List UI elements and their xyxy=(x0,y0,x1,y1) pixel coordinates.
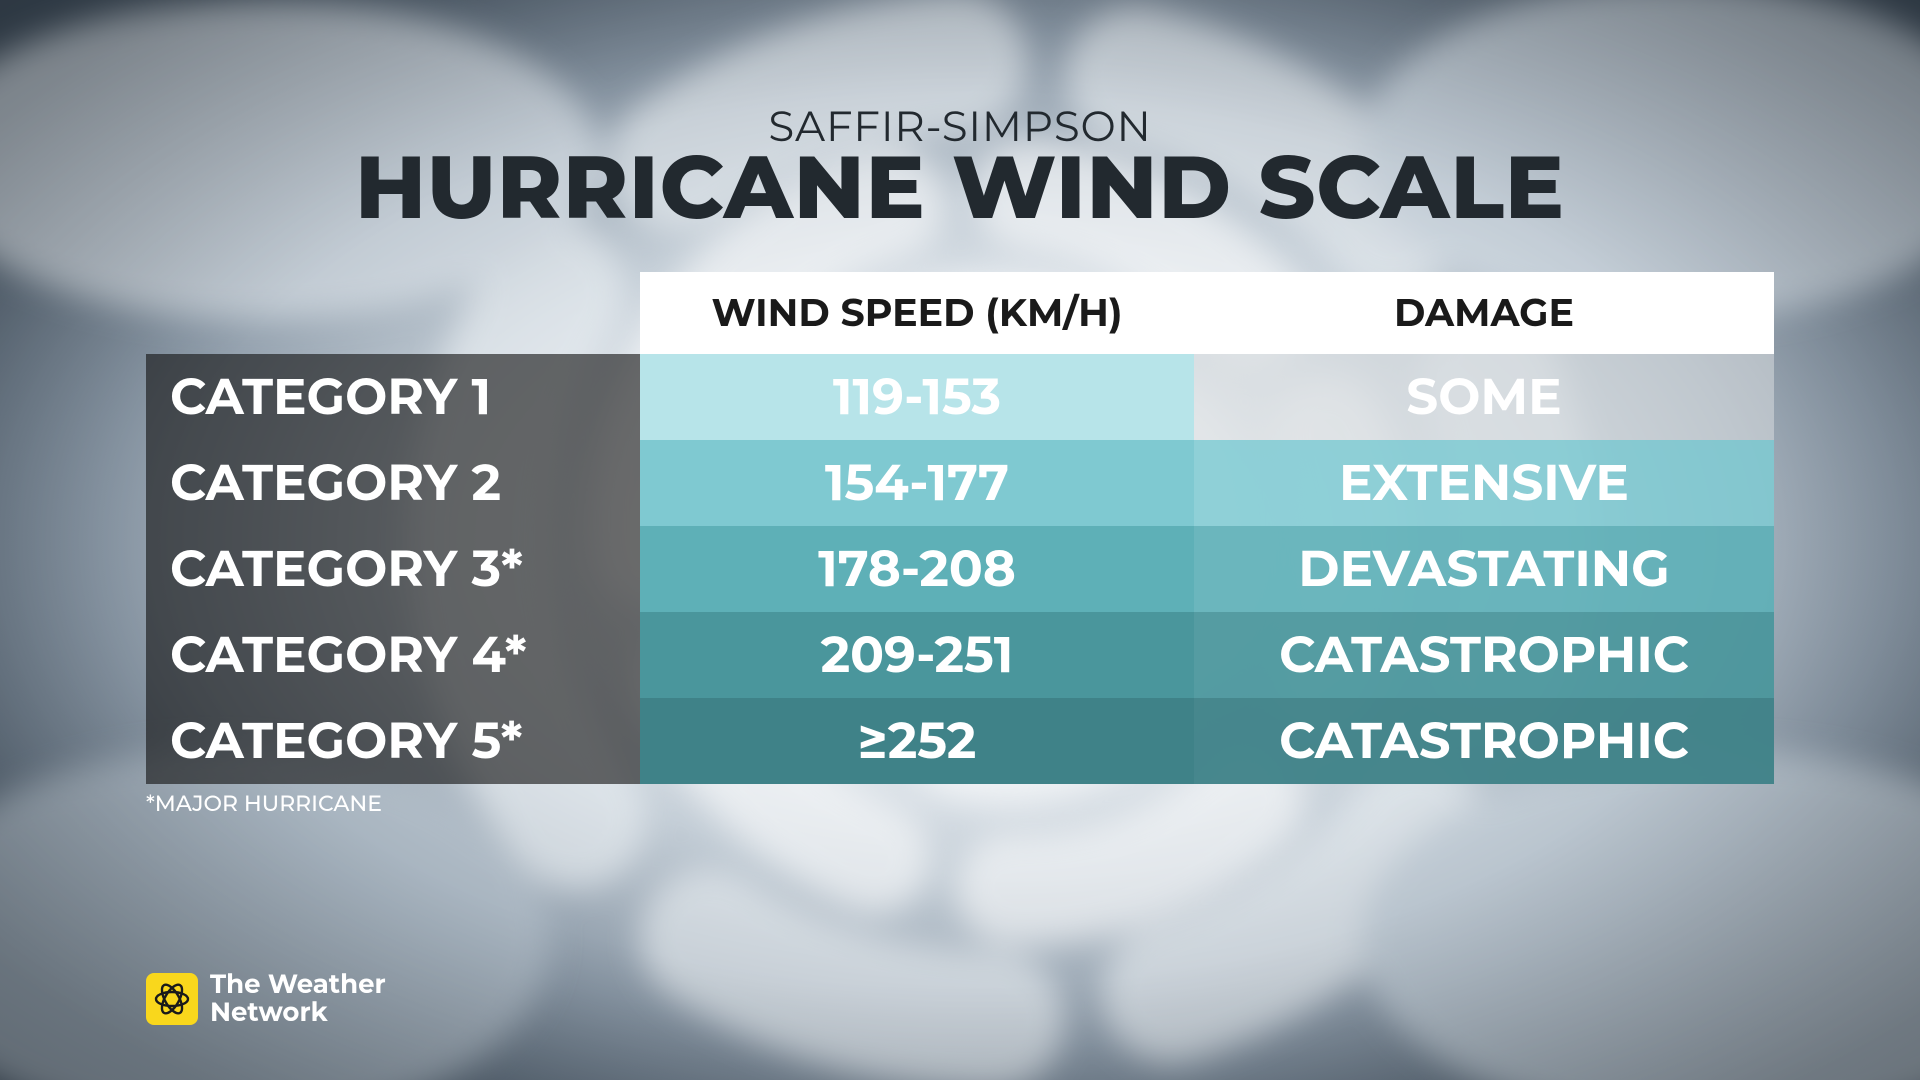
footnote: *MAJOR HURRICANE xyxy=(146,790,382,817)
table-row: CATEGORY 2154-177EXTENSIVE xyxy=(146,440,1774,526)
table-header-damage: DAMAGE xyxy=(1194,272,1774,354)
damage-value: DEVASTATING xyxy=(1194,526,1774,612)
logo-text-line1: The Weather xyxy=(210,971,386,998)
wind-speed-value: 178-208 xyxy=(640,526,1194,612)
spiral-icon xyxy=(152,979,192,1019)
logo-text-line2: Network xyxy=(210,999,386,1026)
infographic-content: SAFFIR-SIMPSON HURRICANE WIND SCALE WIND… xyxy=(0,0,1920,1080)
table-row: CATEGORY 5*≥252CATASTROPHIC xyxy=(146,698,1774,784)
category-label: CATEGORY 1 xyxy=(146,354,640,440)
category-label: CATEGORY 4* xyxy=(146,612,640,698)
category-label: CATEGORY 2 xyxy=(146,440,640,526)
table-row: CATEGORY 3*178-208DEVASTATING xyxy=(146,526,1774,612)
wind-speed-value: 119-153 xyxy=(640,354,1194,440)
wind-speed-value: 154-177 xyxy=(640,440,1194,526)
logo-text: The Weather Network xyxy=(210,971,386,1026)
table-row: CATEGORY 1119-153SOME xyxy=(146,354,1774,440)
wind-speed-value: ≥252 xyxy=(640,698,1194,784)
damage-value: SOME xyxy=(1194,354,1774,440)
table-row: CATEGORY 4*209-251CATASTROPHIC xyxy=(146,612,1774,698)
damage-value: CATASTROPHIC xyxy=(1194,612,1774,698)
wind-speed-value: 209-251 xyxy=(640,612,1194,698)
hurricane-scale-table: WIND SPEED (KM/H) DAMAGE CATEGORY 1119-1… xyxy=(146,272,1774,784)
table-header-blank xyxy=(146,272,640,354)
damage-value: CATASTROPHIC xyxy=(1194,698,1774,784)
category-label: CATEGORY 5* xyxy=(146,698,640,784)
logo-mark xyxy=(146,973,198,1025)
table-header-wind: WIND SPEED (KM/H) xyxy=(640,272,1194,354)
damage-value: EXTENSIVE xyxy=(1194,440,1774,526)
table-header-row: WIND SPEED (KM/H) DAMAGE xyxy=(146,272,1774,354)
page-title: HURRICANE WIND SCALE xyxy=(355,146,1565,230)
network-logo: The Weather Network xyxy=(146,971,386,1026)
category-label: CATEGORY 3* xyxy=(146,526,640,612)
